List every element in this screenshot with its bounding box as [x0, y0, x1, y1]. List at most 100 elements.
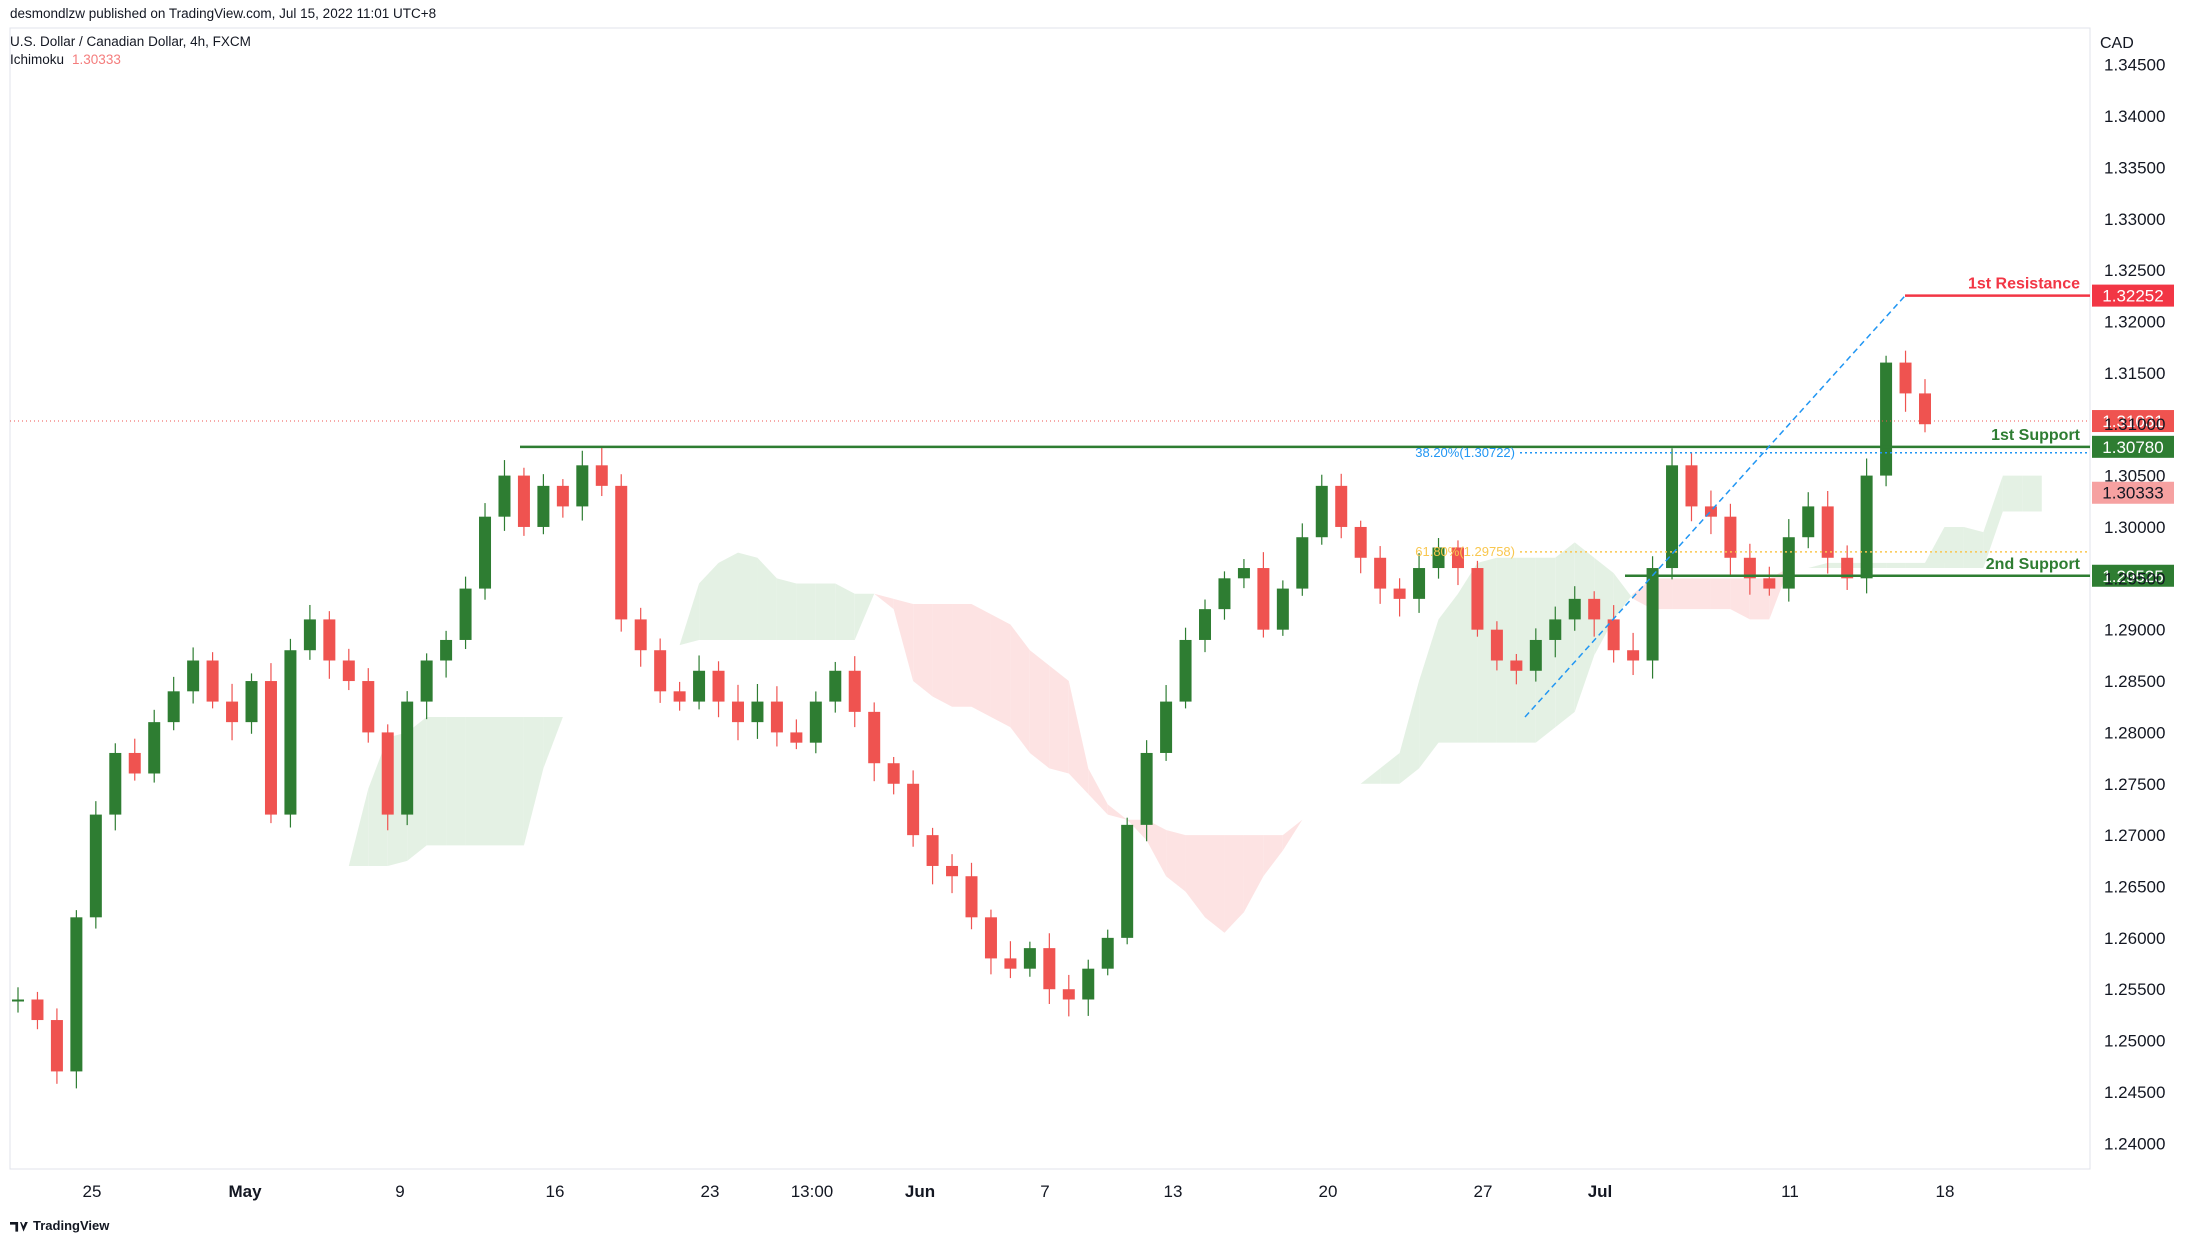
fib-label: 61.80%(1.29758) [1415, 544, 1515, 559]
cloud-segment [1438, 593, 1458, 743]
cloud-segment [348, 788, 369, 866]
candle-body [1121, 824, 1134, 938]
cloud-segment [1166, 830, 1186, 892]
candle-body [595, 465, 608, 486]
x-tick-label: Jul [1588, 1182, 1613, 1201]
x-tick-label: 16 [546, 1182, 565, 1201]
cloud-segment [1224, 835, 1244, 933]
candle-body [965, 876, 978, 918]
y-tick-label: 1.30500 [2104, 467, 2165, 486]
price-badge-text: 1.30333 [2102, 484, 2163, 503]
candle-body [1763, 578, 1776, 589]
cloud-segment [990, 614, 1011, 728]
x-tick-label: 13:00 [791, 1182, 834, 1201]
candle-body [206, 660, 219, 702]
candle-body [362, 681, 375, 733]
candle-body [401, 701, 414, 815]
candle-body [1627, 650, 1640, 661]
tradingview-brand[interactable]: TradingView [10, 1218, 109, 1233]
cloud-segment [1516, 557, 1536, 743]
candle-body [1646, 568, 1659, 661]
cloud-segment [2022, 475, 2042, 512]
y-tick-label: 1.27500 [2104, 775, 2165, 794]
candle-body [1276, 588, 1289, 630]
candle-body [342, 660, 355, 682]
y-tick-label: 1.28500 [2104, 672, 2165, 691]
candle-body [1237, 568, 1250, 579]
cloud-segment [1535, 557, 1556, 743]
cloud-segment [932, 604, 953, 707]
candle-body [1432, 547, 1445, 569]
candle-body [1919, 393, 1931, 425]
indicator-name: Ichimoku [10, 52, 65, 67]
candle-body [926, 835, 939, 866]
candle-body [1724, 516, 1737, 558]
cloud-segment [1185, 835, 1206, 918]
symbol-title[interactable]: U.S. Dollar / Canadian Dollar, 4h, FXCM [10, 34, 251, 49]
candle-body [1218, 578, 1231, 610]
candle-body [167, 691, 180, 723]
cloud-segment [1905, 562, 1925, 569]
y-tick-label: 1.29500 [2104, 569, 2165, 588]
cloud-segment [426, 717, 447, 846]
candle-body [887, 763, 900, 784]
candle-body [984, 917, 997, 959]
candle-body [770, 701, 783, 733]
price-badge [2092, 481, 2174, 504]
cloud-segment [796, 583, 816, 640]
candle-body [459, 588, 472, 640]
candle-body [1666, 465, 1679, 569]
candle-body [148, 722, 161, 774]
level-price-badge [2092, 564, 2174, 587]
candle-body [109, 752, 122, 815]
ichimoku-cloud [134, 475, 2042, 1036]
cloud-segment [1010, 624, 1030, 753]
cloud-segment [1983, 475, 2003, 569]
candle-body [1490, 629, 1503, 661]
cloud-segment [1205, 835, 1225, 933]
candle-body [751, 701, 764, 723]
y-tick-label: 1.24000 [2104, 1134, 2165, 1153]
cloud-segment [1380, 752, 1400, 784]
indicator-legend[interactable]: Ichimoku 1.30333 [10, 52, 121, 67]
cloud-segment [1710, 578, 1731, 610]
cloud-segment [1088, 768, 1108, 815]
cloud-segment [1594, 557, 1614, 656]
y-tick-label: 1.29000 [2104, 621, 2165, 640]
cloud-segment [1107, 804, 1128, 820]
candle-body [790, 732, 803, 743]
cloud-segment [1399, 681, 1420, 784]
candle-body [634, 619, 647, 651]
candle-body [1393, 588, 1406, 599]
cloud-segment [776, 578, 797, 640]
candle-body [1140, 752, 1153, 825]
y-tick-label: 1.26500 [2104, 878, 2165, 897]
candle-body [517, 475, 530, 527]
candle-body [1335, 485, 1348, 527]
cloud-segment [1613, 573, 1634, 620]
cloud-segment [952, 604, 972, 707]
y-tick-label: 1.24500 [2104, 1083, 2165, 1102]
cloud-segment [718, 552, 738, 640]
candle-body [479, 516, 492, 589]
y-tick-label: 1.34000 [2104, 107, 2165, 126]
cloud-segment [1146, 819, 1167, 877]
cloud-segment [2002, 475, 2023, 512]
cloud-segment [854, 593, 875, 640]
candle-body [673, 691, 686, 702]
candle-body [1257, 568, 1270, 630]
candle-body [712, 670, 725, 702]
publisher-info: desmondlzw published on TradingView.com,… [10, 6, 437, 21]
price-badge [2092, 410, 2174, 433]
candle-body [615, 485, 628, 620]
candle-body [31, 999, 44, 1021]
y-tick-label: 1.31000 [2104, 415, 2165, 434]
candle-body [264, 681, 277, 815]
cloud-segment [737, 552, 758, 640]
candle-body [1510, 660, 1523, 671]
fib-label: 38.20%(1.30722) [1415, 445, 1515, 460]
y-tick-label: 1.25000 [2104, 1032, 2165, 1051]
cloud-segment [1944, 526, 1964, 569]
candle-body [1374, 557, 1387, 589]
